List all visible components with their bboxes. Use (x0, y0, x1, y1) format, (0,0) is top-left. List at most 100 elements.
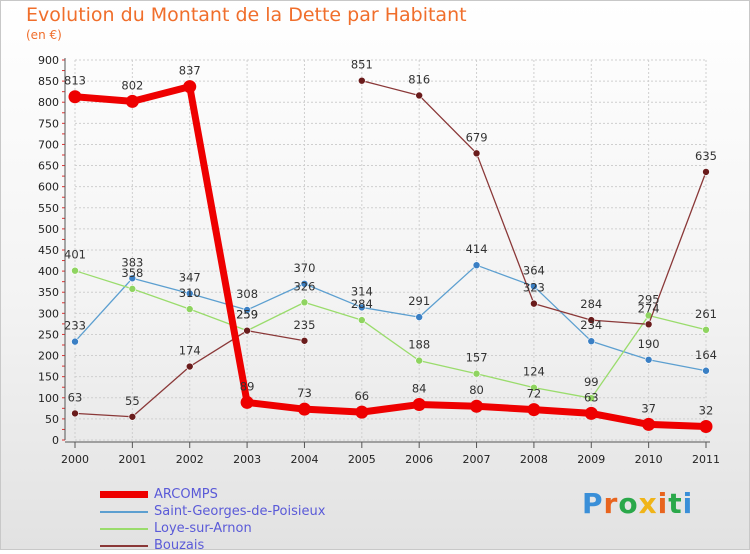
data-point (587, 316, 596, 324)
logo-letter: P (582, 487, 604, 520)
x-tick-label: 2011 (692, 453, 720, 466)
data-label: 383 (121, 255, 143, 269)
data-label: 816 (408, 72, 430, 86)
series-bouzais (71, 76, 710, 421)
data-label: 370 (293, 261, 315, 275)
data-point (415, 356, 423, 365)
grid (74, 59, 707, 441)
x-tick-label: 2005 (348, 453, 376, 466)
proxiti-logo: Proxiti (582, 487, 693, 520)
data-point (355, 405, 369, 419)
data-label: 261 (695, 307, 717, 321)
data-point (530, 299, 538, 308)
legend-item: ARCOMPS (100, 486, 325, 503)
y-tick-label: 450 (38, 244, 59, 257)
data-label: 295 (638, 292, 660, 306)
data-label: 84 (412, 382, 427, 396)
x-tick-label: 2010 (635, 453, 663, 466)
data-label: 37 (641, 401, 656, 415)
y-tick-label: 400 (38, 265, 59, 278)
data-label: 284 (351, 297, 373, 311)
y-tick-label: 800 (38, 96, 59, 109)
series-line (361, 80, 535, 305)
data-point (71, 337, 79, 346)
data-labels: 233 383 347 308 370 314 291 414 364 234 190 164 401 3… (64, 58, 717, 418)
data-point (644, 320, 653, 329)
data-label: 358 (121, 266, 143, 280)
y-tick-label: 350 (38, 286, 59, 299)
data-point (185, 362, 194, 371)
legend-label: Loye-sur-Arnon (154, 521, 252, 536)
data-label: 63 (68, 390, 83, 404)
data-point (584, 406, 598, 420)
x-tick-label: 2004 (290, 453, 318, 466)
data-label: 72 (527, 387, 542, 401)
data-label: 164 (695, 348, 717, 362)
data-label: 157 (466, 351, 488, 365)
legend-item: Bouzais (100, 537, 325, 554)
y-tick-label: 850 (38, 75, 59, 88)
data-label: 851 (351, 58, 373, 72)
data-point (125, 94, 139, 108)
series-line (533, 171, 707, 325)
logo-letter: i (657, 487, 669, 520)
chart-title: Evolution du Montant de la Dette par Hab… (26, 4, 467, 26)
y-tick-label: 550 (38, 202, 59, 215)
data-label: 802 (121, 78, 143, 92)
data-point (185, 289, 194, 298)
data-point (297, 402, 311, 416)
y-tick-label: 150 (38, 371, 59, 384)
data-point (128, 412, 137, 421)
legend-swatch (100, 510, 148, 513)
data-label: 55 (125, 394, 140, 408)
data-label: 284 (580, 297, 602, 311)
data-point (472, 149, 481, 158)
data-point (702, 168, 710, 176)
data-label: 188 (408, 338, 430, 352)
data-point (358, 316, 366, 324)
data-point (128, 285, 137, 293)
axes: 0 50 100 150 200 250 300 350 400 450 500 550 600 650 7… (38, 54, 720, 466)
data-point (358, 303, 366, 312)
line-chart: 0 50 100 150 200 250 300 350 400 450 500 550 600 650 7… (38, 54, 720, 466)
data-point (702, 325, 710, 334)
y-tick-label: 200 (38, 350, 59, 363)
data-label: 259 (236, 308, 258, 322)
x-tick-label: 2006 (405, 453, 433, 466)
data-label: 679 (466, 130, 488, 144)
data-point (415, 313, 423, 321)
data-label: 89 (240, 379, 255, 393)
y-tick-label: 50 (45, 413, 59, 426)
data-label: 635 (695, 149, 717, 163)
data-label: 80 (469, 383, 484, 397)
data-point (128, 274, 137, 283)
series-line (74, 270, 707, 399)
data-point (530, 282, 538, 291)
data-point (68, 90, 82, 104)
logo-letter: i (682, 487, 694, 520)
data-point (71, 409, 79, 418)
data-point (702, 366, 710, 375)
y-tick-label: 100 (38, 392, 59, 405)
data-label: 174 (179, 344, 201, 358)
logo-letter: t (668, 487, 683, 520)
data-label: 274 (638, 301, 660, 315)
logo-letter: o (618, 487, 639, 520)
data-point (358, 76, 366, 85)
data-point (527, 403, 541, 417)
data-point (472, 261, 481, 270)
data-label: 32 (699, 403, 714, 417)
y-tick-label: 700 (38, 138, 59, 151)
legend-item: Loye-sur-Arnon (100, 520, 325, 537)
series-saint-georges-de-poisieux (71, 261, 710, 375)
x-tick-label: 2002 (176, 453, 204, 466)
data-point (472, 369, 481, 378)
data-label: 314 (351, 284, 373, 298)
y-tick-label: 300 (38, 307, 59, 320)
data-label: 233 (64, 319, 86, 333)
y-tick-label: 900 (38, 54, 59, 67)
legend-label: ARCOMPS (154, 487, 218, 502)
data-point (243, 306, 251, 314)
data-point (642, 417, 656, 431)
data-label: 66 (354, 389, 369, 403)
